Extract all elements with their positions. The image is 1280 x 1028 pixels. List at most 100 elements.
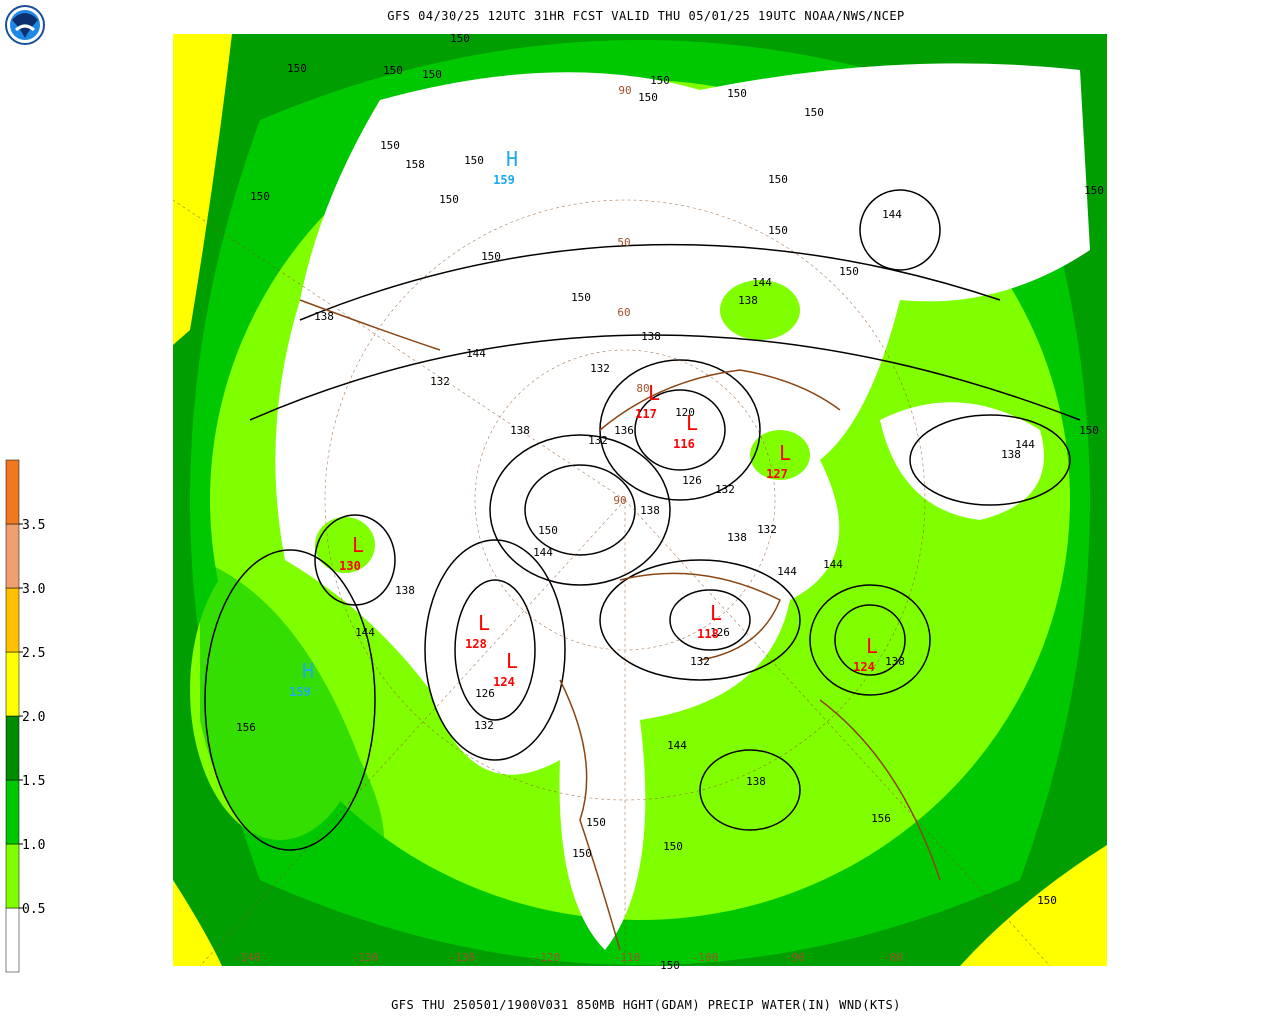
colorbar-bin <box>5 651 20 717</box>
contour-label: 144 <box>752 276 772 289</box>
grid-label: 90 <box>613 494 626 507</box>
pressure-symbol: L <box>648 381 660 405</box>
colorbar-bin <box>5 587 20 653</box>
contour-label: 150 <box>464 154 484 167</box>
title: GFS 04/30/25 12UTC 31HR FCST VALID THU 0… <box>387 9 905 23</box>
contour-label: 138 <box>727 531 747 544</box>
contour-label: 150 <box>383 64 403 77</box>
footer: GFS THU 250501/1900V031 850MB HGHT(GDAM)… <box>391 998 901 1012</box>
pressure-symbol: L <box>506 649 518 673</box>
contour-label: 150 <box>638 91 658 104</box>
contour-label: 150 <box>1037 894 1057 907</box>
contour-label: 150 <box>450 32 470 45</box>
contour-label: 138 <box>746 775 766 788</box>
contour-label: 138 <box>314 310 334 323</box>
contour-label: 150 <box>586 816 606 829</box>
pressure-value: 127 <box>766 467 788 481</box>
contour-label: 150 <box>481 250 501 263</box>
contour-label: 132 <box>430 375 450 388</box>
contour-label: 138 <box>1001 448 1021 461</box>
contour-label: 138 <box>885 655 905 668</box>
contour-label: 150 <box>250 190 270 203</box>
contour-label: 132 <box>590 362 610 375</box>
contour-label: 150 <box>1084 184 1104 197</box>
contour-label: 144 <box>533 546 553 559</box>
grid-label: -130 <box>449 951 476 964</box>
contour-label: 150 <box>727 87 747 100</box>
contour-label: 156 <box>871 812 891 825</box>
colorbar-bin <box>5 907 20 973</box>
contour-label: 144 <box>823 558 843 571</box>
noaa-logo <box>5 5 45 45</box>
grid-label: 80 <box>636 382 649 395</box>
colorbar-label: 2.5 <box>22 646 45 661</box>
grid-label: 60 <box>617 306 630 319</box>
contour-label: 150 <box>1079 424 1099 437</box>
contour-label: 150 <box>422 68 442 81</box>
colorbar-bin <box>5 459 20 525</box>
contour-label: 144 <box>882 208 902 221</box>
colorbar-label: 3.5 <box>22 518 45 533</box>
map-labels: 150 150 150 150 150 150 150 150 150 150 150 150 150 1… <box>234 32 1104 972</box>
pressure-value: 124 <box>493 675 515 689</box>
colorbar-label: 2.0 <box>22 710 45 725</box>
contour-label: 158 <box>405 158 425 171</box>
contour-label: 138 <box>641 330 661 343</box>
contour-label: 150 <box>839 265 859 278</box>
pressure-value: 159 <box>493 173 515 187</box>
contour-label: 126 <box>475 687 495 700</box>
colorbar-label: 3.0 <box>22 582 45 597</box>
colorbar-bin <box>5 843 20 909</box>
pressure-symbol: L <box>352 533 364 557</box>
contour-label: 126 <box>710 626 730 639</box>
contour-label: 150 <box>380 139 400 152</box>
grid-label: 50 <box>617 236 630 249</box>
contour-label: 150 <box>287 62 307 75</box>
pressure-value: 118 <box>697 627 719 641</box>
contour-label: 138 <box>395 584 415 597</box>
contour-label: 150 <box>663 840 683 853</box>
pressure-symbol: L <box>779 441 791 465</box>
contour-label: 126 <box>682 474 702 487</box>
contour-label: 144 <box>777 565 797 578</box>
grid-label: -120 <box>534 951 561 964</box>
contour-label: 132 <box>690 655 710 668</box>
pressure-symbol: H <box>506 147 518 171</box>
contour-label: 150 <box>439 193 459 206</box>
map <box>173 34 1107 966</box>
contour-label: 120 <box>675 406 695 419</box>
contour-label: 138 <box>640 504 660 517</box>
contour-label: 150 <box>571 291 591 304</box>
contour-label: 138 <box>510 424 530 437</box>
pressure-symbol: L <box>866 634 878 658</box>
contour-label: 138 <box>738 294 758 307</box>
contour-label: 132 <box>588 434 608 447</box>
colorbar: 0.5 1.0 1.5 2.0 2.5 3.0 3.5 <box>5 459 45 973</box>
pressure-value: 130 <box>339 559 361 573</box>
grid-label: -130 <box>352 951 379 964</box>
grid-label: -100 <box>692 951 719 964</box>
pressure-symbol: L <box>710 601 722 625</box>
colorbar-bin <box>5 715 20 781</box>
pressure-symbol: L <box>686 411 698 435</box>
colorbar-bin <box>5 523 20 589</box>
contour-label: 150 <box>768 173 788 186</box>
colorbar-label: 0.5 <box>22 902 45 917</box>
contour-label: 132 <box>474 719 494 732</box>
contour-label: 150 <box>768 224 788 237</box>
contour-label: 144 <box>667 739 687 752</box>
pressure-value: 124 <box>853 660 875 674</box>
contour-label: 136 <box>614 424 634 437</box>
contour-label: 144 <box>466 347 486 360</box>
contour-label: 156 <box>236 721 256 734</box>
pressure-symbol: L <box>478 611 490 635</box>
contour-label: 144 <box>1015 438 1035 451</box>
pressure-symbol: H <box>302 659 314 683</box>
colorbar-bin <box>5 779 20 845</box>
grid-label: 90 <box>618 84 631 97</box>
colorbar-label: 1.5 <box>22 774 45 789</box>
contour-label: 150 <box>660 959 680 972</box>
contour-label: 132 <box>757 523 777 536</box>
contour-label: 150 <box>650 74 670 87</box>
